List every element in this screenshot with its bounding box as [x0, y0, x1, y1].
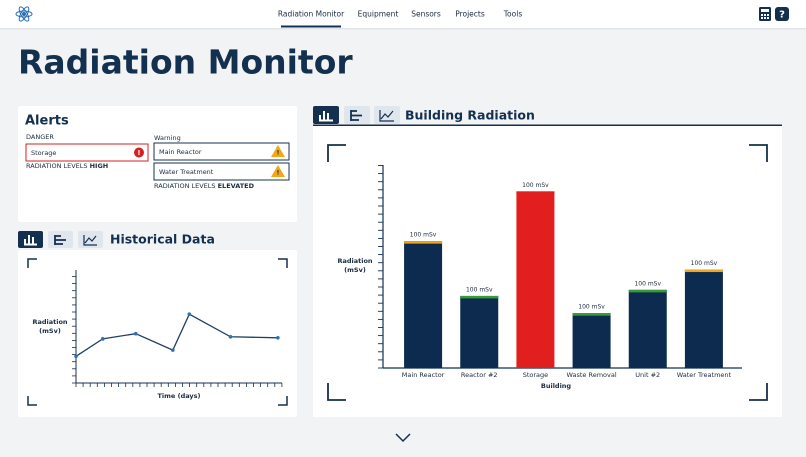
x-tick-label: Reactor #2	[461, 371, 498, 379]
warning-alert-label: Main Reactor	[159, 148, 202, 156]
x-tick-label: Unit #2	[635, 371, 660, 379]
x-axis-label: Time (days)	[158, 392, 201, 400]
nav-links: Radiation Monitor Equipment Sensors Project…	[278, 10, 522, 28]
bar-annotation: 100 mSv	[578, 304, 605, 311]
data-point	[74, 354, 78, 359]
historical-card	[18, 250, 297, 417]
x-tick-label: Water Treatment	[677, 371, 732, 379]
bar	[516, 191, 555, 368]
danger-heading: DANGER	[26, 133, 54, 141]
bar-cap	[684, 269, 723, 273]
nav-link[interactable]: Sensors	[411, 10, 441, 19]
bar	[404, 241, 443, 368]
y-axis-label: (mSv)	[39, 327, 61, 335]
bar-cap	[460, 295, 499, 299]
bar-annotation: 100 mSv	[634, 280, 661, 287]
frame-corners	[327, 144, 768, 401]
bar	[460, 295, 499, 368]
line-icon	[379, 110, 394, 122]
svg-text:?: ?	[779, 10, 785, 21]
nav-link[interactable]: Equipment	[358, 10, 399, 19]
data-point	[100, 337, 105, 341]
warning-status: RADIATION LEVELS ELEVATED	[154, 182, 255, 190]
x-tick-label: Waste Removal	[566, 371, 616, 379]
x-tick-label: Storage	[523, 371, 548, 379]
scroll-down-chevron[interactable]	[395, 433, 411, 443]
error-icon-mark: !	[137, 149, 140, 157]
logo[interactable]	[15, 6, 33, 23]
hbar-icon	[350, 110, 362, 121]
x-axis-label: Building	[541, 382, 572, 390]
hbar-icon	[54, 235, 66, 245]
bar	[572, 313, 611, 368]
danger-alert-label: Storage	[31, 149, 56, 157]
data-point	[276, 336, 280, 340]
bar-annotation: 100 mSv	[691, 260, 718, 267]
nav-link[interactable]: Radiation Monitor	[278, 10, 345, 19]
x-tick-label: Main Reactor	[402, 371, 445, 379]
warning-alert[interactable]	[153, 162, 290, 181]
bar-cap	[516, 191, 555, 194]
chart-type-toggle	[313, 106, 400, 124]
warning-icon: !	[271, 165, 285, 177]
bar-icon	[319, 111, 333, 122]
y-axis-label: (mSv)	[344, 266, 366, 274]
line-icon	[83, 235, 97, 246]
bar-annotation: 100 mSv	[466, 286, 493, 293]
chart-type-toggle	[18, 231, 103, 248]
status-prefix: RADIATION LEVELS	[26, 162, 88, 170]
navbar-shadow	[0, 28, 806, 30]
data-point	[228, 334, 233, 339]
help-icon[interactable]: ?	[775, 7, 789, 21]
alerts-title: Alerts	[25, 114, 69, 129]
error-icon	[134, 147, 144, 158]
bar-annotation: 100 mSv	[410, 232, 437, 239]
bar-cap	[572, 313, 611, 316]
page-title: Radiation Monitor	[18, 43, 353, 82]
svg-text:!: !	[277, 150, 280, 157]
danger-alert[interactable]	[25, 143, 149, 162]
warning-alert-label: Water Treatment	[159, 168, 214, 176]
bar-cap	[404, 241, 443, 244]
warning-icon: !	[271, 145, 285, 157]
bar-cap	[628, 289, 667, 293]
nav-link[interactable]: Projects	[455, 10, 485, 19]
warning-alert[interactable]	[153, 142, 290, 161]
building-chart: Radiation(mSv) Building Main Reactor 100 mS…	[337, 165, 742, 390]
status-prefix: RADIATION LEVELS	[154, 182, 216, 190]
warning-heading: Warning	[154, 134, 181, 142]
data-point	[187, 312, 192, 316]
bar-icon	[24, 235, 37, 246]
y-axis-label: Radiation	[337, 257, 372, 265]
nav-link[interactable]: Tools	[503, 10, 523, 19]
bar	[628, 289, 667, 368]
y-axis-label: Radiation	[32, 318, 67, 326]
navbar	[0, 0, 806, 28]
status-level: ELEVATED	[218, 182, 255, 190]
data-point	[171, 348, 175, 352]
danger-status: RADIATION LEVELS HIGH	[26, 162, 108, 170]
historical-chart: Radiation(mSv) Time (days)	[32, 270, 283, 400]
bar	[684, 269, 723, 368]
data-point	[133, 331, 138, 336]
active-underline	[281, 25, 341, 28]
frame-corners	[27, 258, 288, 406]
historical-title: Historical Data	[110, 232, 215, 247]
calculator-icon[interactable]	[759, 7, 771, 21]
status-level: HIGH	[90, 162, 109, 170]
building-title: Building Radiation	[405, 108, 535, 123]
bar-annotation: 100 mSv	[522, 182, 549, 189]
svg-text:!: !	[277, 170, 280, 177]
section-rule	[313, 124, 782, 127]
